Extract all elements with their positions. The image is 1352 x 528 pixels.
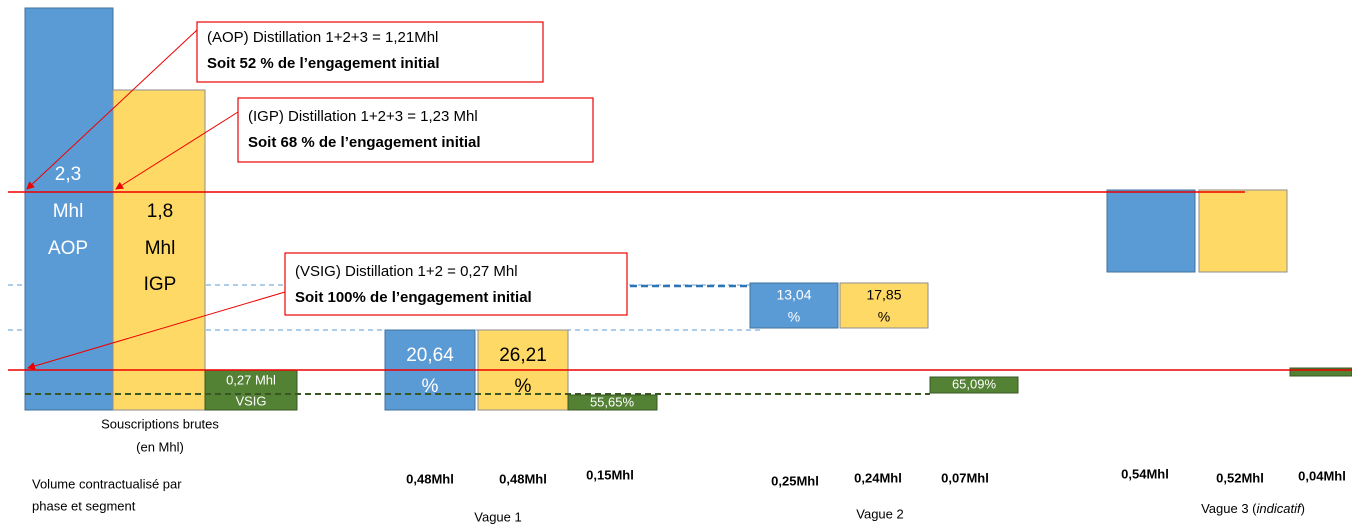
callout-box <box>237 97 594 163</box>
bar-label: IGP <box>144 274 177 295</box>
bar-label: 0,27 Mhl <box>226 372 276 387</box>
volume: 0,04Mhl <box>1298 468 1346 483</box>
side-label: phase et segment <box>32 498 136 513</box>
arrow <box>26 29 198 190</box>
bar-label: 26,21 <box>499 345 547 366</box>
volume: 0,07Mhl <box>941 470 989 485</box>
volume: 0,52Mhl <box>1216 470 1264 485</box>
bar <box>839 282 929 329</box>
bars <box>24 7 1352 411</box>
arrows <box>26 29 286 370</box>
wave-label-part: Vague 3 ( <box>1201 501 1257 516</box>
bar <box>1289 367 1352 377</box>
caption: Souscriptions brutes <box>101 416 219 431</box>
bar <box>1198 189 1288 273</box>
wave-label: Vague 3 (indicatif) <box>1201 501 1305 516</box>
arrow <box>27 291 286 370</box>
bar-label: % <box>878 309 890 325</box>
callout-text: Soit 52 % de l’engagement initial <box>207 55 440 72</box>
callout-text: (IGP) Distillation 1+2+3 = 1,23 Mhl <box>248 108 478 125</box>
callout-text: (AOP) Distillation 1+2+3 = 1,21Mhl <box>207 29 438 46</box>
callout-box <box>196 21 544 83</box>
bar <box>112 89 206 411</box>
bar-label: % <box>788 309 800 325</box>
bar-label: Mhl <box>145 238 176 259</box>
bar-label: % <box>515 376 532 397</box>
bar <box>929 376 1019 394</box>
bar-label: % <box>422 376 439 397</box>
volume: 0,15Mhl <box>586 467 634 482</box>
caption: (en Mhl) <box>136 439 184 454</box>
arrow <box>115 111 239 190</box>
wave-label: Vague 2 <box>856 506 903 521</box>
bar-label: 13,04 <box>776 287 811 303</box>
side-label: Volume contractualisé par <box>32 476 182 491</box>
wave-label: Vague 1 <box>474 509 521 524</box>
bar-label: 55,65% <box>590 394 635 409</box>
wave-label-part: indicatif <box>1257 501 1302 516</box>
volume: 0,24Mhl <box>854 470 902 485</box>
bar-label: 65,09% <box>952 376 997 391</box>
bar-label: 20,64 <box>406 345 454 366</box>
callout-text: (VSIG) Distillation 1+2 = 0,27 Mhl <box>295 263 518 280</box>
bar-label: 1,8 <box>147 201 173 222</box>
callout-text: Soit 68 % de l’engagement initial <box>248 134 481 151</box>
bar <box>749 282 839 329</box>
bar-label: 17,85 <box>866 287 901 303</box>
volume: 0,48Mhl <box>406 471 454 486</box>
bar-label: AOP <box>48 238 88 259</box>
callout-text: Soit 100% de l’engagement initial <box>295 289 532 306</box>
bar <box>567 394 658 411</box>
volume: 0,54Mhl <box>1121 466 1169 481</box>
bar-label: 2,3 <box>55 164 81 185</box>
volume: 0,25Mhl <box>771 473 819 488</box>
bar <box>24 7 114 411</box>
volume: 0,48Mhl <box>499 471 547 486</box>
bar-label: Mhl <box>53 201 84 222</box>
callout-box <box>284 252 628 316</box>
bar <box>1106 189 1196 273</box>
bar-label: VSIG <box>235 393 266 408</box>
wave-label-part: ) <box>1301 501 1305 516</box>
